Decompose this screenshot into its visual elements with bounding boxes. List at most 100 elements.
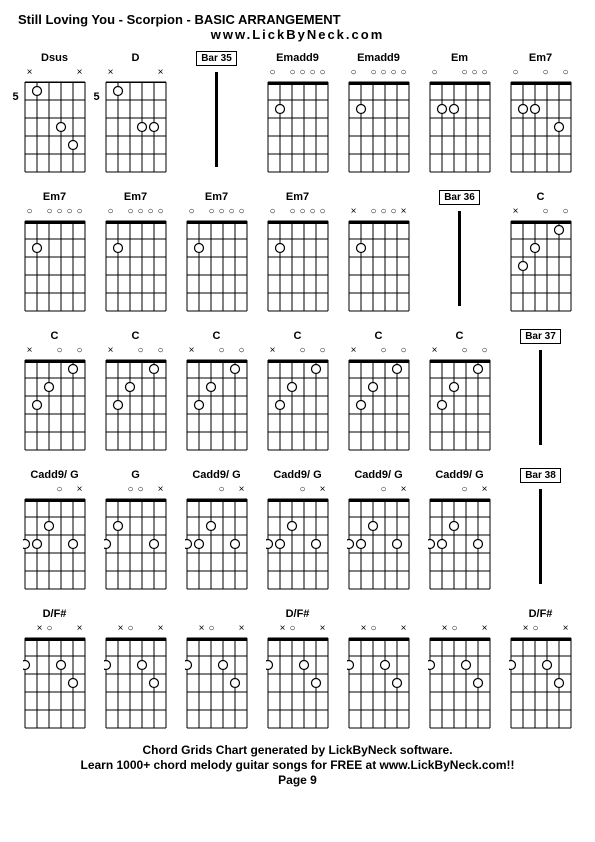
grid-cell: C×○○ [504, 189, 577, 314]
chord-wrap [23, 635, 87, 731]
grid-cell: C×○○ [261, 328, 334, 453]
string-indicators: ×○× [187, 624, 247, 634]
fret-position-label: 5 [94, 91, 100, 103]
open-string-icon: ○ [127, 485, 135, 495]
mute-string-icon: × [26, 68, 34, 78]
grid-cell: Em○○○○ [423, 50, 496, 175]
string-indicators: ×○○ [25, 346, 85, 356]
string-indicators: ○× [349, 485, 409, 495]
grid-cell: ×○× [99, 606, 172, 731]
grid-cell: C × ○ ○ [342, 328, 415, 453]
chord-wrap [347, 218, 411, 314]
chord-wrap: 5 [104, 79, 168, 175]
label-row: Em7 [18, 189, 91, 205]
chord-wrap [428, 635, 492, 731]
open-string-icon: ○ [542, 207, 550, 217]
chord-wrap [509, 218, 573, 314]
chord-label: G [131, 469, 140, 481]
mute-string-icon: × [350, 346, 358, 356]
label-row: Cadd9/ G [261, 467, 334, 483]
header: Still Loving You - Scorpion - BASIC ARRA… [18, 12, 577, 42]
grid-cell: C×○○ [180, 328, 253, 453]
open-string-icon: ○ [319, 68, 327, 78]
open-string-icon: ○ [380, 346, 388, 356]
mute-string-icon: × [400, 207, 408, 217]
label-row: Emadd9 [261, 50, 334, 66]
chord-wrap [185, 218, 249, 314]
string-indicators: ○○○○○ [268, 207, 328, 217]
label-row: Em7 [180, 189, 253, 205]
open-string-icon: ○ [532, 624, 540, 634]
label-row: Em7 [261, 189, 334, 205]
string-indicators: ×○○ [511, 207, 571, 217]
chord-diagram [23, 218, 87, 314]
bar-divider [215, 72, 218, 167]
open-string-icon: ○ [208, 207, 216, 217]
bar-divider [458, 211, 461, 306]
label-row: Em7 [99, 189, 172, 205]
grid-cell: Cadd9/ G○× [342, 467, 415, 592]
grid-cell: Bar 37 [504, 328, 577, 453]
open-string-icon: ○ [481, 346, 489, 356]
chord-label: Em7 [43, 191, 66, 203]
open-string-icon: ○ [400, 346, 408, 356]
open-string-icon: ○ [157, 207, 165, 217]
open-string-icon: ○ [188, 207, 196, 217]
label-row: Cadd9/ G [18, 467, 91, 483]
open-string-icon: ○ [461, 346, 469, 356]
grid-cell: Em7○○○○○ [18, 189, 91, 314]
grid-cell: Em7○○○ [504, 50, 577, 175]
bar-label: Bar 35 [196, 51, 237, 66]
chord-diagram [185, 218, 249, 314]
open-string-icon: ○ [228, 207, 236, 217]
open-string-icon: ○ [218, 346, 226, 356]
mute-string-icon: × [562, 624, 570, 634]
chord-label: C [537, 191, 545, 203]
chord-label: D/F# [529, 608, 553, 620]
chord-label: C [51, 330, 59, 342]
chord-label: Cadd9/ G [435, 469, 483, 481]
mute-string-icon: × [36, 624, 44, 634]
mute-string-icon: × [400, 485, 408, 495]
string-indicators: ×○× [511, 624, 571, 634]
label-row: G [99, 467, 172, 483]
chord-wrap [347, 79, 411, 175]
chord-label: D [132, 52, 140, 64]
chord-diagram [428, 496, 492, 592]
chord-wrap [185, 635, 249, 731]
chord-diagram [347, 635, 411, 731]
string-indicators: ○○○○○ [268, 68, 328, 78]
open-string-icon: ○ [451, 624, 459, 634]
open-string-icon: ○ [390, 207, 398, 217]
mute-string-icon: × [188, 346, 196, 356]
chord-diagram [428, 357, 492, 453]
string-indicators: ○○○○ [430, 68, 490, 78]
grid-cell: C×○○ [99, 328, 172, 453]
open-string-icon: ○ [157, 346, 165, 356]
bar-label: Bar 37 [520, 329, 561, 344]
label-row: C [261, 328, 334, 344]
chord-wrap [428, 496, 492, 592]
chord-diagram [23, 357, 87, 453]
label-row: C [504, 189, 577, 205]
open-string-icon: ○ [66, 207, 74, 217]
chord-diagram [509, 635, 573, 731]
chord-wrap [347, 496, 411, 592]
grid-cell: Emadd9 ○○○○○ [261, 50, 334, 175]
label-row: C [342, 328, 415, 344]
string-indicators: ○× [430, 485, 490, 495]
mute-string-icon: × [107, 68, 115, 78]
label-row [423, 606, 496, 622]
open-string-icon: ○ [218, 485, 226, 495]
chord-wrap [266, 218, 330, 314]
grid-cell: ×○× [180, 606, 253, 731]
mute-string-icon: × [512, 207, 520, 217]
mute-string-icon: × [238, 485, 246, 495]
open-string-icon: ○ [380, 207, 388, 217]
chord-diagram [23, 79, 87, 175]
chord-diagram [104, 496, 168, 592]
chord-label: C [132, 330, 140, 342]
label-row: Emadd9 [342, 50, 415, 66]
grid-cell: Emadd9○○○○○ [342, 50, 415, 175]
grid-cell: Cadd9/ G○× [261, 467, 334, 592]
